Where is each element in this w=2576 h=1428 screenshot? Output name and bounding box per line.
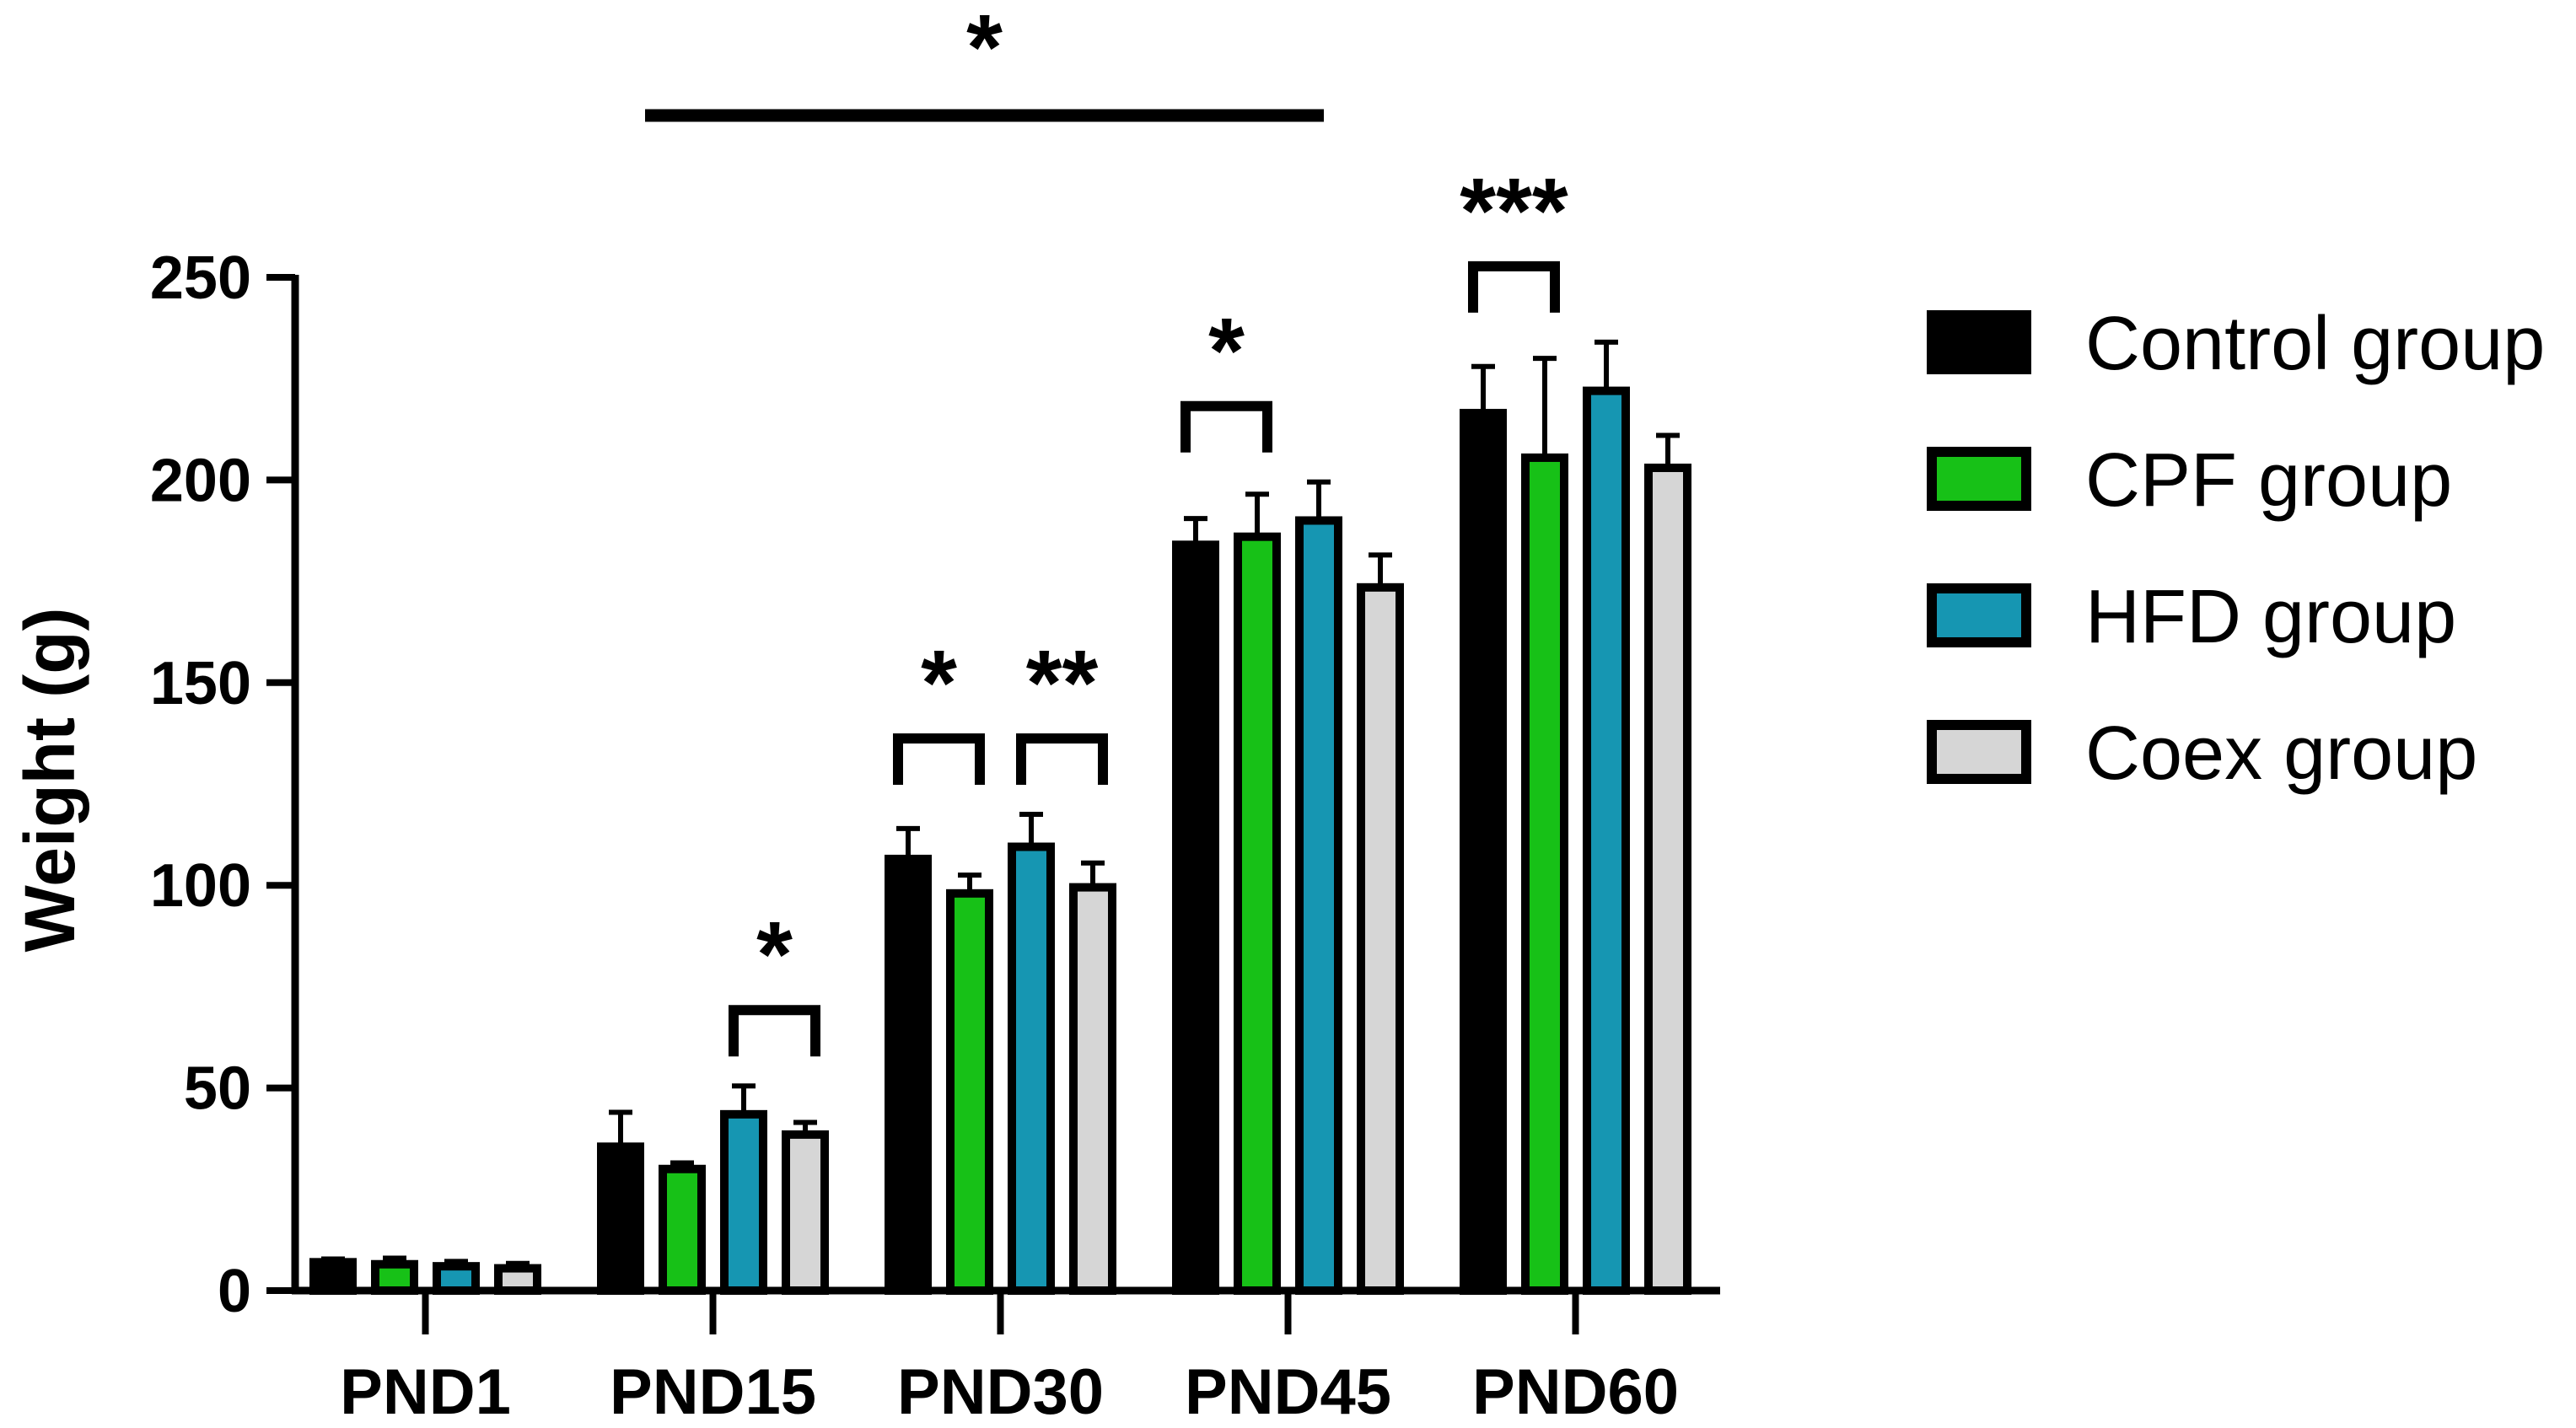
significance-bracket	[893, 733, 985, 786]
bar	[597, 1142, 644, 1296]
bar	[946, 888, 993, 1296]
bar	[782, 1130, 829, 1295]
x-tick-label: PND15	[610, 1356, 816, 1428]
bar	[371, 1259, 418, 1296]
bar	[1644, 463, 1691, 1295]
x-tick-label: PND45	[1185, 1356, 1391, 1428]
significance-bracket	[1468, 260, 1560, 313]
significance-label: *	[966, 0, 1003, 99]
bar	[720, 1109, 767, 1296]
bar	[1234, 532, 1281, 1295]
y-axis-title: Weight (g)	[10, 607, 89, 952]
y-tick-label: 100	[150, 852, 251, 920]
y-tick-label: 250	[150, 244, 251, 312]
legend-swatch	[1927, 447, 2031, 511]
legend-label: Coex group	[2085, 711, 2477, 796]
bar	[309, 1258, 357, 1295]
bar	[1583, 386, 1630, 1295]
y-tick-label: 50	[184, 1055, 251, 1123]
bar	[1172, 540, 1219, 1295]
legend-swatch	[1927, 720, 2031, 784]
bar	[494, 1264, 541, 1296]
legend-label: CPF group	[2085, 438, 2452, 523]
legend-swatch	[1927, 310, 2031, 374]
significance-bracket	[729, 1005, 820, 1057]
bar	[433, 1262, 480, 1295]
significance-bracket	[1180, 400, 1272, 453]
significance-label: *	[1208, 299, 1245, 403]
y-tick-label: 0	[218, 1258, 251, 1325]
significance-label: ***	[1460, 159, 1568, 263]
bar	[1295, 516, 1342, 1295]
bar	[659, 1164, 706, 1296]
bar	[1069, 883, 1116, 1295]
bar	[1357, 582, 1404, 1295]
significance-bracket	[1016, 733, 1108, 786]
bar	[1460, 409, 1507, 1295]
x-tick-label: PND1	[340, 1356, 511, 1428]
significance-annotations: *** ******	[645, 0, 1568, 1057]
significance-label: *	[756, 903, 793, 1007]
chart-axes: 0 50 100 150 200 250 PND1 PND15 PND30 PND45 PND60	[150, 244, 1720, 1428]
bar	[1008, 842, 1055, 1295]
chart-bars	[309, 339, 1691, 1296]
legend-label: HFD group	[2085, 575, 2456, 659]
bar	[1521, 453, 1568, 1295]
x-tick-label: PND30	[897, 1356, 1104, 1428]
legend-swatch	[1927, 583, 2031, 647]
significance-label: *	[921, 631, 957, 735]
y-tick-label: 150	[150, 650, 251, 717]
significance-label: **	[1026, 631, 1099, 735]
x-tick-label: PND60	[1472, 1356, 1679, 1428]
bar	[885, 854, 932, 1295]
legend-label: Control group	[2085, 302, 2545, 386]
y-tick-label: 200	[150, 447, 251, 514]
chart-legend: Control group CPF group HFD group Coex grou…	[1927, 302, 2545, 796]
